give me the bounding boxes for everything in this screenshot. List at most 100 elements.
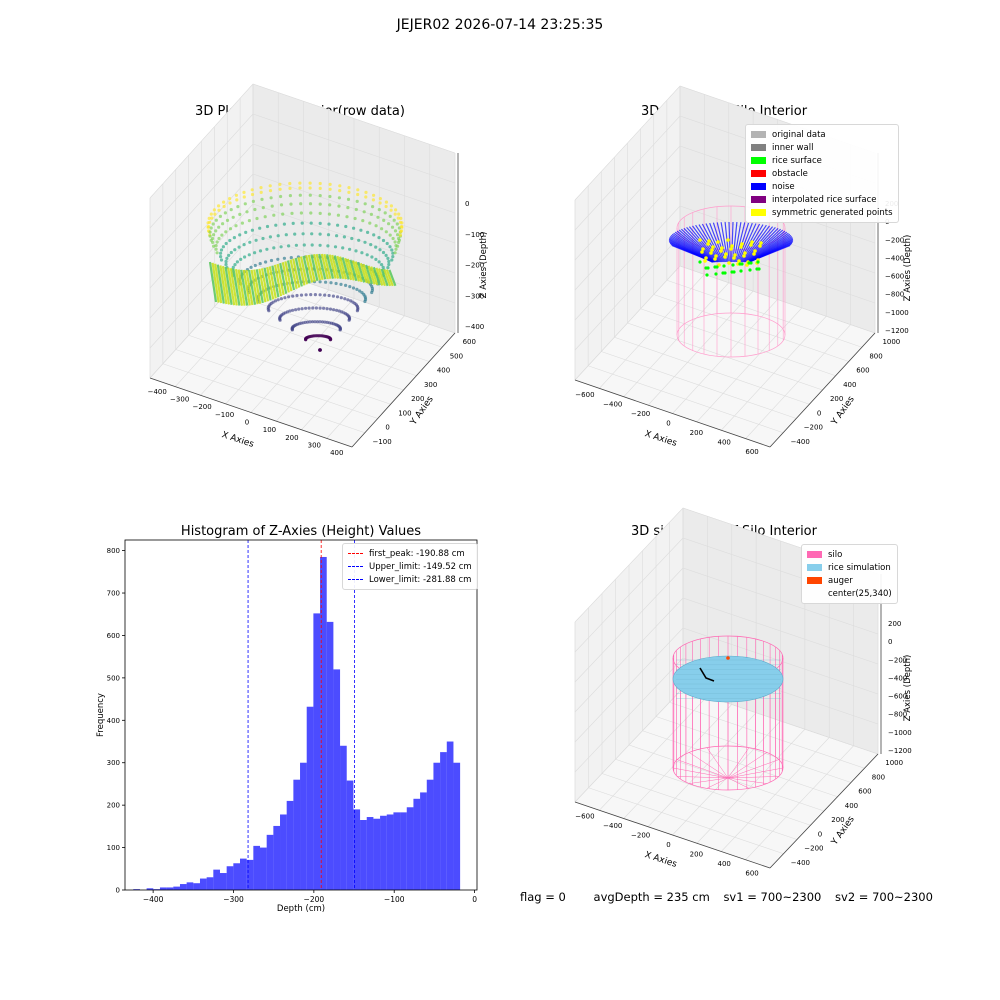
z-tick-label: −800 <box>888 711 907 719</box>
surface-strip <box>310 254 319 282</box>
y-tick-label: −400 <box>791 438 810 446</box>
grid-line <box>653 294 849 362</box>
scan-point <box>236 205 240 209</box>
symmetric-point <box>711 245 715 249</box>
histogram-bar <box>226 866 234 890</box>
symmetric-point <box>716 240 720 244</box>
scan-point <box>274 223 278 227</box>
surface-strip <box>284 261 293 292</box>
scan-point <box>308 186 312 190</box>
scan-point <box>269 196 273 200</box>
scan-point <box>291 308 295 312</box>
noise-point <box>701 223 723 263</box>
legend-label: interpolated rice surface <box>772 194 877 205</box>
scan-point <box>217 236 221 241</box>
z-tick-label: −400 <box>888 674 907 682</box>
x-tick-label: −100 <box>215 411 234 419</box>
histogram-bar <box>440 752 447 890</box>
x-tick-label: 0 <box>472 895 477 904</box>
histogram-bar <box>366 817 374 890</box>
rice-surface-point <box>738 262 742 266</box>
legend-label: center(25,340) <box>828 588 892 599</box>
scan-point <box>219 248 224 252</box>
scan-point <box>295 293 299 298</box>
scan-point <box>238 212 242 216</box>
scan-point <box>386 266 390 270</box>
scan-point <box>370 290 374 295</box>
z-tick-label: −1000 <box>888 729 912 737</box>
surface-strip <box>372 266 381 286</box>
scan-point <box>353 216 357 221</box>
legend-label: Lower_limit: -281.88 cm <box>369 574 472 585</box>
noise-point <box>736 222 753 263</box>
x-tick-label: −400 <box>603 400 622 408</box>
scan-point <box>381 265 385 269</box>
scan-point <box>247 219 251 223</box>
scan-point <box>238 233 242 237</box>
x-tick-label: 300 <box>308 442 321 450</box>
scan-point <box>285 310 290 314</box>
surface-strip <box>211 262 220 303</box>
symmetric-point <box>703 259 707 263</box>
scan-point <box>318 202 322 206</box>
surface-strip <box>346 258 355 281</box>
scan-point <box>233 263 237 267</box>
x-tick-label: −300 <box>170 396 189 404</box>
scan-point <box>265 247 269 251</box>
scan-point <box>282 222 286 226</box>
surface-strip <box>232 268 241 306</box>
scan-point <box>222 204 226 209</box>
scan-point <box>276 257 280 261</box>
surface-strip <box>294 257 303 287</box>
scan-point <box>329 281 333 285</box>
scan-point <box>209 226 213 230</box>
surface-strip <box>344 257 353 281</box>
symmetric-point <box>724 252 728 256</box>
histogram-bar <box>186 882 194 890</box>
grid-line <box>574 627 879 743</box>
histogram-bar <box>300 762 307 890</box>
surface-strip <box>380 268 389 287</box>
symmetric-point <box>742 254 746 258</box>
y-tick-label: 200 <box>831 816 844 824</box>
scan-point <box>278 182 282 186</box>
surface-strip <box>307 254 316 282</box>
scan-point <box>338 184 342 188</box>
scan-point <box>390 258 394 262</box>
silo-floor-spoke <box>672 767 729 779</box>
histogram-bar <box>253 845 261 890</box>
histogram-bar <box>280 814 287 890</box>
grid-line <box>745 324 851 439</box>
scan-point <box>396 216 400 220</box>
surface-strip <box>323 253 332 279</box>
rice-surface-point <box>722 264 726 268</box>
scan-point <box>231 215 235 219</box>
legend-swatch <box>751 170 766 177</box>
scan-point <box>327 293 331 298</box>
scan-point <box>242 190 246 194</box>
surface-strip <box>271 265 280 298</box>
silo-bottom-rim <box>672 745 784 791</box>
z-tick-label: −200 <box>465 262 484 270</box>
scan-point <box>248 240 252 244</box>
legend-item-symmetric: symmetric generated points <box>751 206 893 219</box>
avg-depth-value: avgDepth = 235 cm <box>593 890 710 904</box>
legend-swatch <box>348 566 363 567</box>
z-tick-label: −600 <box>888 693 907 701</box>
surface-strip <box>331 254 340 279</box>
histogram-bar <box>213 869 220 890</box>
surface-strip <box>357 262 366 283</box>
grid-line <box>149 263 456 379</box>
scan-point <box>328 194 332 199</box>
scan-point <box>354 207 358 212</box>
silo-floor-spoke <box>727 776 779 779</box>
scan-point <box>218 214 222 218</box>
scan-point <box>237 245 241 249</box>
surface-strip <box>247 269 257 305</box>
surface-strip <box>214 263 223 304</box>
x-tick-label: 100 <box>263 426 276 434</box>
scan-point <box>337 309 341 313</box>
y-tick-label: 800 <box>869 352 882 360</box>
scan-point <box>214 244 218 248</box>
